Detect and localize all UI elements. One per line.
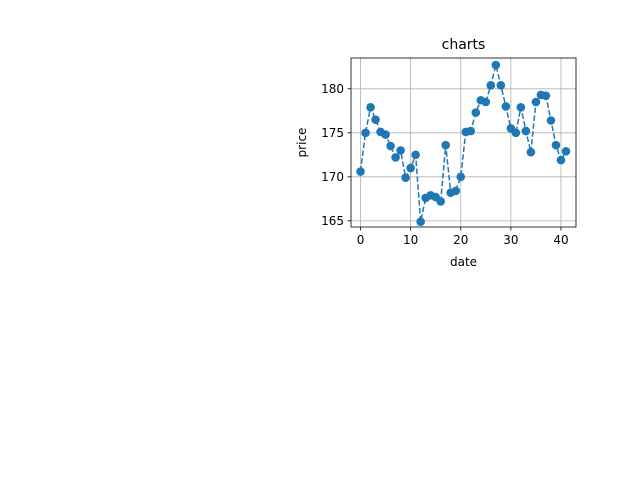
plot-frame	[350, 57, 577, 228]
y-axis-ticks: 165 170 175 180	[321, 82, 351, 228]
series	[356, 60, 571, 227]
data-point	[401, 173, 410, 183]
data-point	[406, 163, 415, 173]
data-point	[541, 91, 551, 101]
data-point	[411, 150, 420, 160]
chart-title: charts	[442, 37, 486, 53]
data-point	[441, 140, 451, 150]
x-tick-label: 0	[357, 233, 365, 247]
x-tick-label: 20	[453, 233, 468, 247]
y-tick-label: 170	[321, 170, 344, 184]
data-point	[396, 146, 405, 155]
data-point	[356, 167, 365, 176]
data-point	[496, 80, 506, 90]
data-point	[366, 102, 375, 112]
data-point	[546, 116, 556, 125]
y-tick-label: 180	[321, 82, 344, 96]
data-point	[371, 115, 380, 124]
data-point	[551, 140, 561, 150]
data-point	[486, 80, 496, 90]
x-tick-label: 40	[553, 233, 568, 247]
data-point	[491, 60, 501, 70]
x-tick-label: 30	[503, 233, 518, 247]
data-point	[511, 128, 521, 138]
y-tick-label: 165	[321, 214, 344, 228]
data-point	[521, 126, 531, 136]
data-point	[471, 108, 481, 117]
data-point	[561, 147, 571, 156]
data-point	[501, 102, 511, 111]
data-point	[381, 130, 390, 139]
x-axis-ticks: 0 10 20 30 40	[357, 227, 569, 247]
data-point	[556, 155, 566, 165]
y-tick-label: 175	[321, 126, 344, 140]
data-point	[531, 97, 541, 107]
data-point	[416, 217, 425, 227]
data-point	[361, 128, 370, 138]
data-point	[436, 197, 445, 206]
data-point	[386, 141, 395, 151]
data-point	[466, 126, 476, 136]
data-point	[481, 97, 491, 107]
data-point	[526, 147, 536, 157]
data-point	[391, 153, 400, 162]
y-axis-label: price	[295, 128, 309, 158]
data-point	[516, 102, 526, 112]
x-tick-label: 10	[403, 233, 418, 247]
data-point	[451, 186, 461, 196]
grid	[351, 58, 576, 227]
x-axis-label: date	[450, 255, 477, 269]
data-point	[456, 172, 466, 182]
